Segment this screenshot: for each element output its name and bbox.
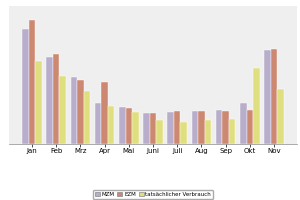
Bar xyxy=(108,106,114,144)
Bar xyxy=(229,119,236,144)
Bar xyxy=(53,54,59,144)
Bar xyxy=(271,49,278,144)
Bar xyxy=(264,50,271,144)
Bar xyxy=(132,112,139,144)
Bar xyxy=(174,111,181,144)
Bar xyxy=(205,120,211,144)
Legend: MZM, EZM, tatsächlicher Verbrauch: MZM, EZM, tatsächlicher Verbrauch xyxy=(93,190,213,199)
Bar xyxy=(222,111,229,144)
Bar xyxy=(150,113,156,144)
Bar xyxy=(59,76,66,144)
Bar xyxy=(70,77,77,144)
Bar xyxy=(77,80,84,144)
Bar xyxy=(125,108,132,144)
Bar xyxy=(101,82,108,144)
Bar xyxy=(119,107,125,144)
Bar xyxy=(95,103,101,144)
Bar xyxy=(156,120,163,144)
Bar xyxy=(167,112,174,144)
Bar xyxy=(192,111,198,144)
Bar xyxy=(247,110,253,144)
Bar xyxy=(253,68,260,144)
Bar xyxy=(35,61,42,144)
Bar xyxy=(143,113,150,144)
Bar xyxy=(28,20,35,144)
Bar xyxy=(84,91,90,144)
Bar xyxy=(198,111,205,144)
Bar xyxy=(216,110,222,144)
Bar xyxy=(278,89,284,144)
Bar xyxy=(181,122,187,144)
Bar xyxy=(240,103,247,144)
Bar xyxy=(22,29,28,144)
Bar xyxy=(46,57,53,144)
